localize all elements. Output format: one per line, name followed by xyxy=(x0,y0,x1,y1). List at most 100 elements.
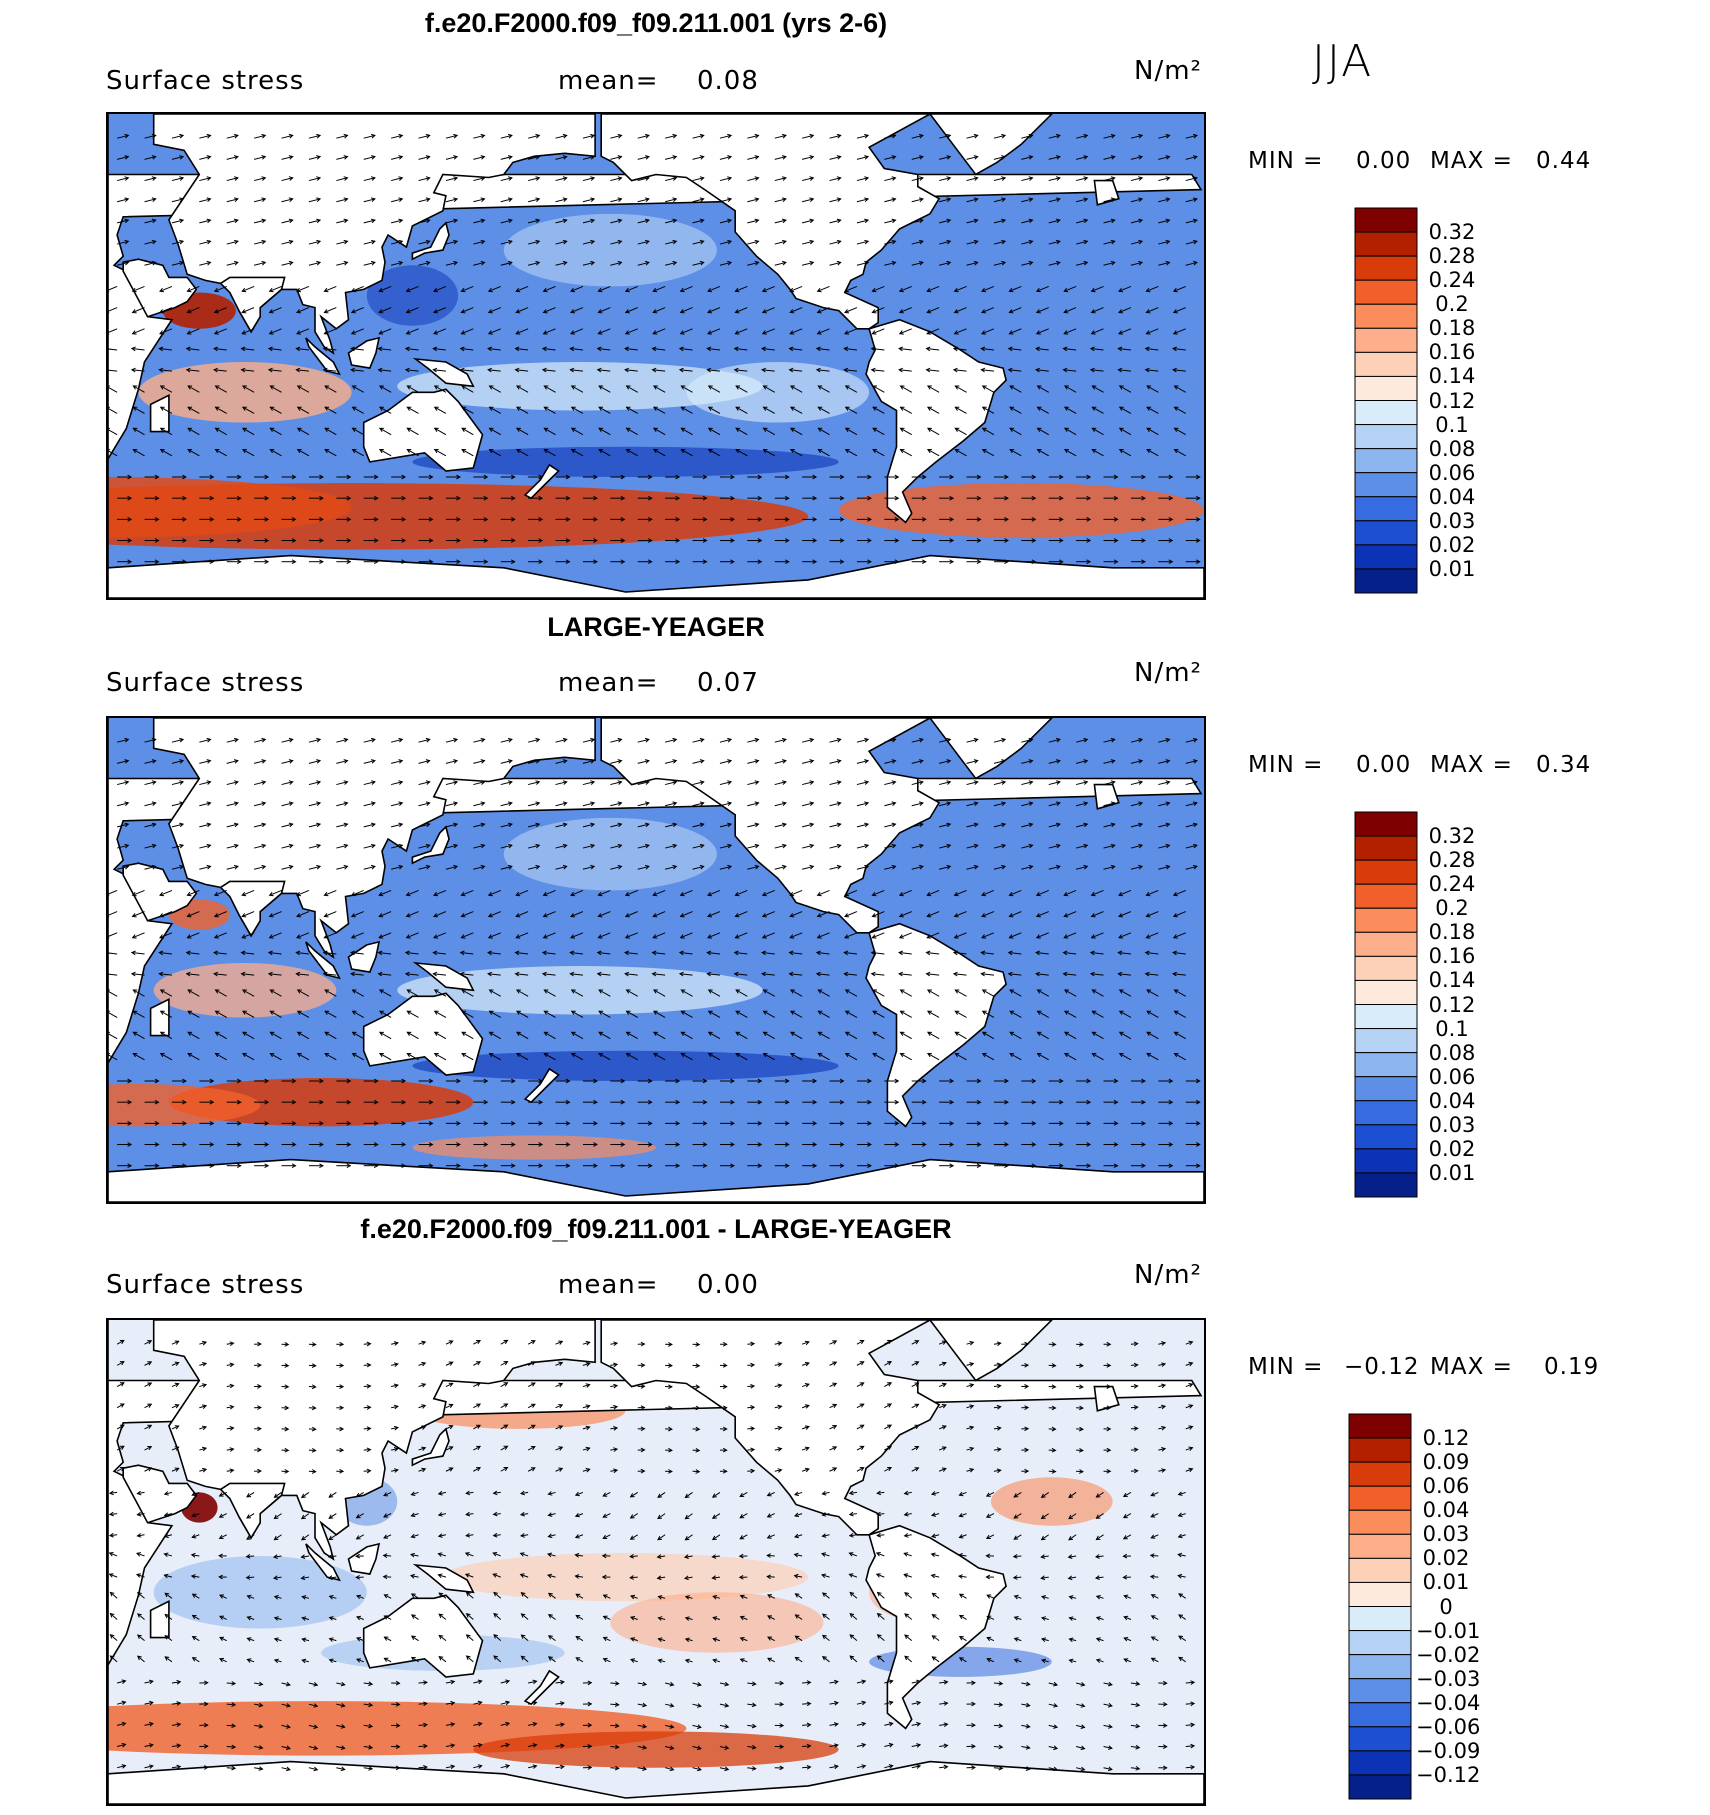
wind-arrow-head xyxy=(202,1404,208,1409)
wind-arrow-head xyxy=(699,218,705,224)
wind-arrow-head xyxy=(1031,538,1037,543)
wind-arrow-head xyxy=(158,950,164,956)
wind-arrow xyxy=(407,449,419,457)
wind-arrow xyxy=(1130,1448,1138,1451)
wind-arrow-head xyxy=(652,385,658,390)
wind-arrow xyxy=(117,865,129,870)
land-png xyxy=(412,357,475,388)
colorbar-tick-label: 0.28 xyxy=(1428,848,1476,873)
colorbar-tick-label: 0.12 xyxy=(1428,992,1476,1017)
wind-arrow xyxy=(789,369,803,372)
wind-arrow xyxy=(527,1340,536,1345)
wind-arrow-head xyxy=(350,934,356,939)
wind-arrow-head xyxy=(699,822,705,828)
wind-arrow xyxy=(872,449,885,457)
wind-arrow xyxy=(582,1362,590,1366)
wind-arrow xyxy=(500,261,513,266)
wind-arrow xyxy=(246,1534,255,1540)
wind-arrow-head xyxy=(914,1446,920,1451)
wind-arrow xyxy=(626,406,638,414)
wind-arrow-head xyxy=(558,1404,564,1409)
wind-arrow-head xyxy=(887,1339,893,1345)
wind-arrow xyxy=(1178,1593,1187,1599)
wind-arrow xyxy=(966,1426,974,1430)
wind-arrow-head xyxy=(433,385,439,390)
wind-arrow-head xyxy=(148,1700,154,1706)
wind-arrow xyxy=(171,1702,181,1705)
wind-arrow-head xyxy=(876,1490,882,1496)
wind-arrow-head xyxy=(378,1031,384,1036)
wind-arrow-head xyxy=(1095,1493,1101,1498)
wind-arrow xyxy=(411,1593,419,1599)
wind-arrow xyxy=(226,1363,234,1366)
wind-arrow-head xyxy=(1138,176,1144,181)
wind-arrow xyxy=(637,156,650,160)
wind-arrow-head xyxy=(914,1403,920,1408)
wind-arrow xyxy=(818,1053,830,1061)
wind-arrow xyxy=(171,134,184,139)
wind-arrow-head xyxy=(480,737,486,743)
wind-arrow xyxy=(981,932,995,939)
wind-arrow-head xyxy=(1141,559,1146,565)
wind-arrow xyxy=(379,1053,392,1061)
wind-arrow-head xyxy=(836,239,842,245)
wind-arrow xyxy=(610,823,622,828)
wind-arrow-head xyxy=(236,538,242,543)
wind-arrow xyxy=(137,1592,145,1599)
wind-arrow xyxy=(171,844,184,849)
wind-arrow xyxy=(226,802,239,807)
wind-arrow-head xyxy=(1168,516,1174,522)
wind-arrow xyxy=(465,1573,474,1578)
wind-arrow xyxy=(582,134,595,139)
wind-arrow xyxy=(735,449,748,457)
wind-arrow-head xyxy=(213,330,219,335)
wind-arrow xyxy=(1158,198,1170,203)
wind-arrow-head xyxy=(296,309,302,314)
wind-arrow-head xyxy=(296,934,302,939)
wind-arrow xyxy=(931,1491,940,1495)
wind-arrow xyxy=(844,932,858,939)
wind-arrow-head xyxy=(652,330,658,335)
wind-arrow-head xyxy=(186,330,192,335)
wind-arrow-head xyxy=(346,1163,352,1169)
wind-arrow-head xyxy=(777,1425,783,1431)
wind-arrow-head xyxy=(585,1362,591,1367)
wind-arrow-head xyxy=(272,1554,278,1559)
wind-arrow-head xyxy=(702,1120,708,1126)
wind-arrow-head xyxy=(1165,155,1171,160)
wind-arrow-head xyxy=(672,822,678,828)
wind-arrow-head xyxy=(871,330,877,335)
wind-arrow-head xyxy=(465,1613,471,1618)
wind-arrow xyxy=(1037,1031,1049,1040)
wind-arrow-head xyxy=(453,780,459,785)
wind-arrow xyxy=(801,1468,810,1472)
wind-arrow-head xyxy=(949,559,955,565)
wind-arrow-head xyxy=(428,1120,434,1126)
wind-arrow xyxy=(1069,1659,1077,1663)
wind-arrow-head xyxy=(973,822,979,828)
wind-arrow xyxy=(1096,1534,1104,1540)
wind-arrow-head xyxy=(453,133,459,139)
wind-arrow-head xyxy=(261,155,267,160)
wind-arrow-head xyxy=(319,559,324,565)
wind-arrow xyxy=(438,1553,447,1557)
wind-arrow xyxy=(1063,369,1077,372)
wind-arrow-head xyxy=(1113,1078,1119,1084)
wind-arrow-head xyxy=(136,1634,142,1639)
colorbar-swatch xyxy=(1354,1004,1418,1030)
wind-arrow-head xyxy=(585,1446,591,1452)
wind-arrow xyxy=(953,348,967,351)
wind-arrow-head xyxy=(383,1657,389,1662)
wind-arrow-head xyxy=(179,822,185,828)
wind-arrow-head xyxy=(981,427,987,432)
wind-arrow xyxy=(904,1574,912,1578)
wind-arrow-head xyxy=(378,385,384,390)
wind-arrow-head xyxy=(1192,801,1198,806)
wind-arrow-head xyxy=(269,427,275,432)
wind-arrow-head xyxy=(617,260,623,266)
wind-arrow-head xyxy=(652,448,658,454)
wind-arrow xyxy=(445,1382,453,1388)
wind-arrow xyxy=(1146,406,1159,414)
wind-arrow-head xyxy=(453,176,459,181)
wind-arrow xyxy=(379,889,392,896)
